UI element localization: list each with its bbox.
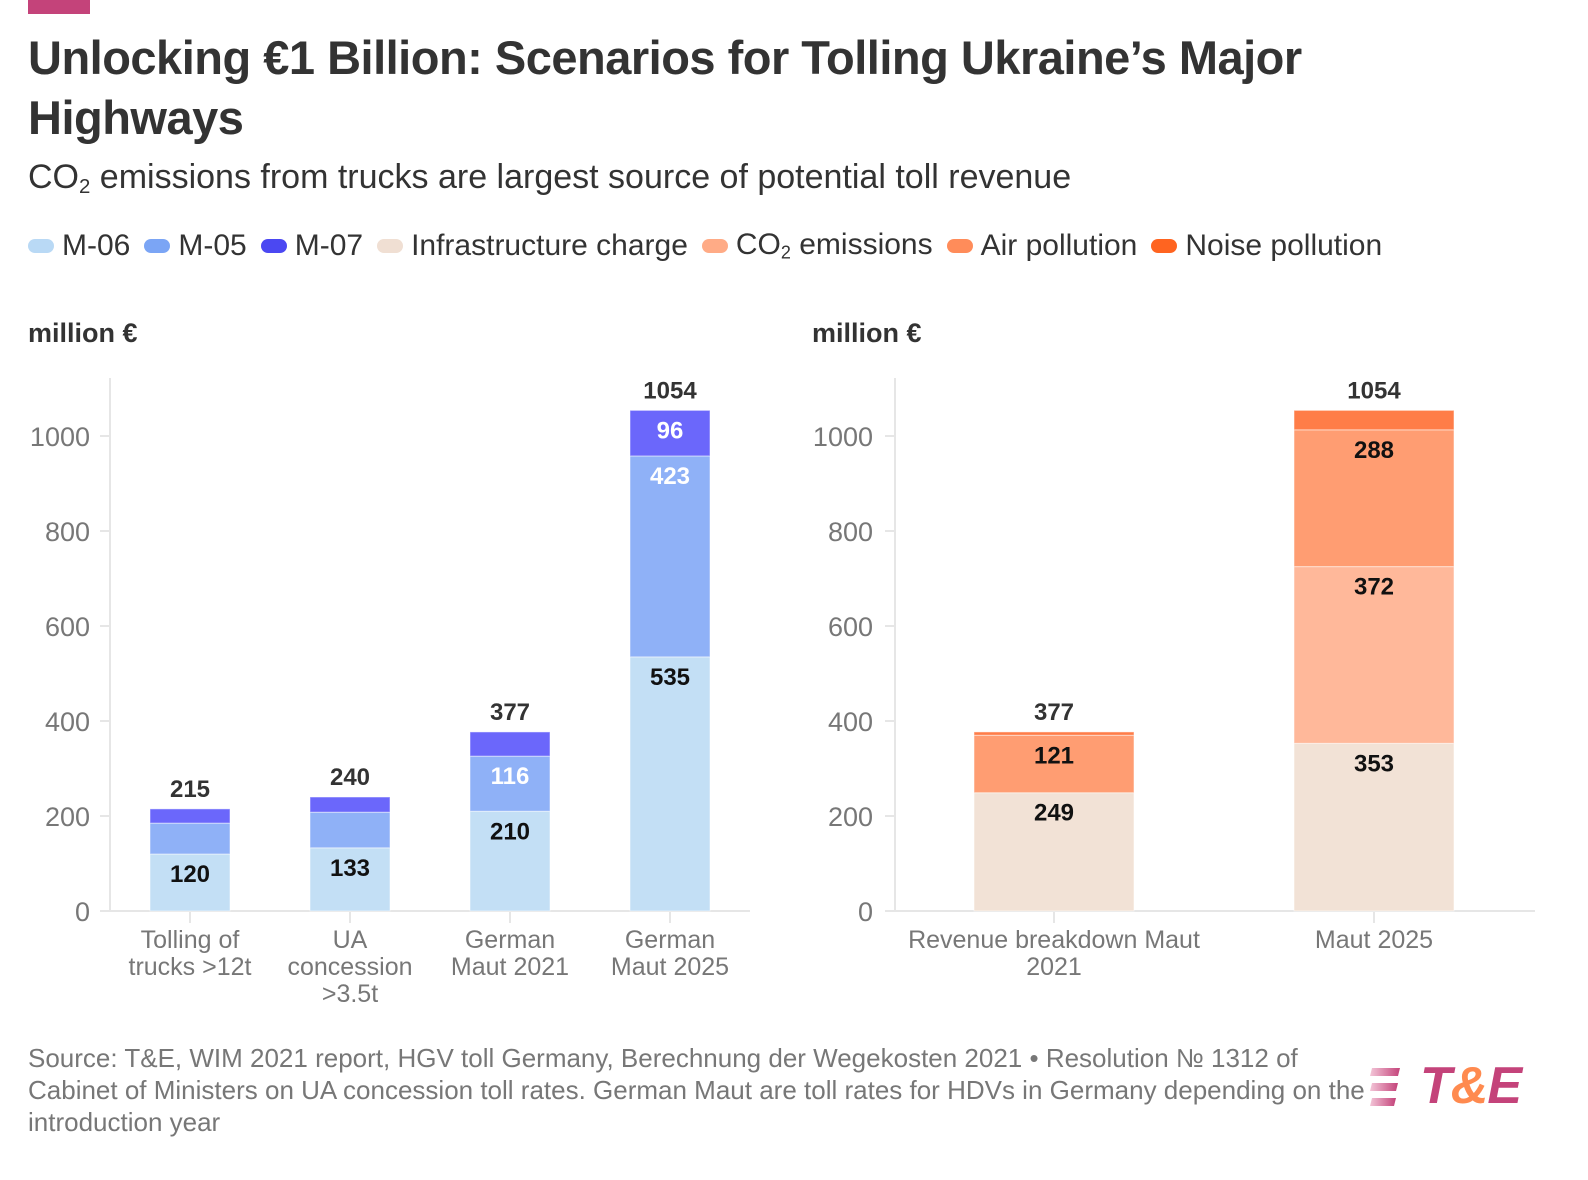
segment-value-label: 372 bbox=[1354, 574, 1394, 601]
bar-total-label: 215 bbox=[170, 776, 210, 803]
logo-e: E bbox=[1487, 1057, 1522, 1115]
legend-item[interactable]: Infrastructure charge bbox=[377, 229, 688, 263]
legend-label: Noise pollution bbox=[1185, 228, 1383, 262]
legend-swatch-icon bbox=[28, 238, 54, 253]
legend-item[interactable]: Noise pollution bbox=[1151, 229, 1382, 263]
legend-swatch-icon bbox=[377, 238, 404, 253]
te-logo-stripes-icon bbox=[1370, 1068, 1400, 1106]
segment-value-label: 535 bbox=[650, 664, 690, 691]
legend-swatch-icon bbox=[1151, 238, 1178, 253]
subtitle-subscript: 2 bbox=[79, 176, 91, 199]
y-tick-label: 600 bbox=[828, 612, 873, 642]
bar-total-label: 377 bbox=[490, 699, 530, 726]
y-tick-label: 600 bbox=[45, 612, 90, 642]
y-tick-label: 1000 bbox=[30, 422, 90, 452]
x-tick-label: Maut 2025 bbox=[1315, 926, 1433, 954]
subtitle-text: CO bbox=[28, 158, 79, 196]
bar-total-label: 377 bbox=[1034, 699, 1074, 726]
left-chart-unit-label: million € bbox=[28, 318, 138, 348]
bar-segment bbox=[469, 755, 551, 812]
bar-segment bbox=[1293, 566, 1455, 744]
legend-label: Air pollution bbox=[980, 228, 1138, 262]
y-tick-label: 0 bbox=[75, 897, 90, 927]
bar-segment bbox=[973, 731, 1135, 736]
bar-segment bbox=[1293, 409, 1455, 431]
x-tick-label: Tolling of bbox=[141, 926, 240, 954]
x-tick-label: Maut 2025 bbox=[611, 953, 729, 981]
legend-item[interactable]: M-07 bbox=[260, 228, 364, 263]
legend-item[interactable]: CO2 emissions bbox=[701, 228, 933, 264]
segment-value-label: 120 bbox=[170, 861, 210, 888]
y-tick-label: 400 bbox=[45, 707, 90, 737]
bar-segment bbox=[973, 734, 1135, 794]
legend-item[interactable]: Air pollution bbox=[946, 228, 1138, 263]
legend-label: M-07 bbox=[294, 228, 364, 262]
x-tick-label: German bbox=[625, 926, 715, 954]
legend-label: M-06 bbox=[62, 228, 131, 262]
te-logo: T&E bbox=[1368, 1057, 1543, 1120]
legend-item[interactable]: M-06 bbox=[28, 229, 130, 263]
bar-segment bbox=[149, 853, 231, 912]
x-tick-label: >3.5t bbox=[322, 980, 378, 1008]
chart-title: Unlocking €1 Billion: Scenarios for Toll… bbox=[28, 31, 1302, 144]
bar-segment bbox=[309, 847, 391, 912]
segment-value-label: 353 bbox=[1354, 750, 1394, 777]
legend: M-06 M-05 M-07 Infrastructure charge CO2 emi… bbox=[28, 228, 1396, 264]
y-tick-label: 200 bbox=[828, 802, 873, 832]
x-tick-label: concession bbox=[287, 953, 412, 981]
logo-t: T bbox=[1420, 1057, 1452, 1115]
x-tick-label: Maut 2021 bbox=[451, 953, 569, 981]
y-tick-label: 0 bbox=[858, 897, 873, 927]
bar-total-label: 240 bbox=[330, 764, 370, 791]
right-chart-unit-label: million € bbox=[812, 318, 922, 348]
bar-segment bbox=[1293, 742, 1455, 912]
segment-value-label: 210 bbox=[490, 818, 530, 845]
legend-item[interactable]: M-05 bbox=[144, 228, 247, 263]
bar-segment bbox=[309, 811, 391, 849]
bar-segment bbox=[629, 409, 711, 457]
legend-label: Infrastructure charge bbox=[411, 228, 688, 262]
segment-value-label: 96 bbox=[657, 417, 684, 444]
legend-swatch-icon bbox=[260, 238, 287, 253]
y-tick-label: 400 bbox=[828, 707, 873, 737]
x-tick-label: German bbox=[465, 926, 555, 954]
x-tick-label: trucks >12t bbox=[129, 953, 252, 981]
segment-value-label: 116 bbox=[491, 763, 530, 790]
legend-label: M-05 bbox=[178, 228, 247, 262]
bar-segment bbox=[629, 455, 711, 658]
segment-value-label: 249 bbox=[1034, 800, 1074, 827]
y-tick-label: 800 bbox=[45, 517, 90, 547]
bar-total-label: 1054 bbox=[1347, 377, 1401, 404]
segment-value-label: 423 bbox=[650, 463, 690, 490]
x-tick-label: Revenue breakdown Maut bbox=[908, 926, 1200, 954]
legend-label: CO2 emissions bbox=[735, 228, 933, 263]
x-tick-label: 2021 bbox=[1026, 953, 1082, 981]
legend-swatch-icon bbox=[144, 238, 171, 253]
segment-value-label: 133 bbox=[330, 855, 370, 882]
segment-value-label: 121 bbox=[1034, 742, 1074, 769]
legend-swatch-icon bbox=[701, 238, 728, 253]
bar-segment bbox=[309, 796, 391, 813]
bar-segment bbox=[469, 731, 551, 757]
chart-subtitle: CO2 emissions from trucks are largest so… bbox=[28, 158, 1071, 199]
bar-total-label: 1054 bbox=[643, 377, 697, 404]
segment-value-label: 288 bbox=[1354, 437, 1394, 464]
accent-bar bbox=[28, 0, 90, 14]
source-note: Source: T&E, WIM 2021 report, HGV toll G… bbox=[28, 1043, 1365, 1137]
bar-segment bbox=[629, 656, 711, 912]
subtitle-text-rest: emissions from trucks are largest source… bbox=[90, 158, 1072, 196]
y-tick-label: 800 bbox=[828, 517, 873, 547]
bar-segment bbox=[973, 792, 1135, 912]
x-tick-label: UA bbox=[333, 926, 368, 954]
bar-segment bbox=[149, 822, 231, 855]
logo-amp: & bbox=[1450, 1057, 1489, 1115]
bar-segment bbox=[469, 810, 551, 912]
y-tick-label: 1000 bbox=[813, 422, 873, 452]
bar-segment bbox=[149, 808, 231, 824]
legend-swatch-icon bbox=[946, 238, 973, 253]
y-tick-label: 200 bbox=[45, 802, 90, 832]
